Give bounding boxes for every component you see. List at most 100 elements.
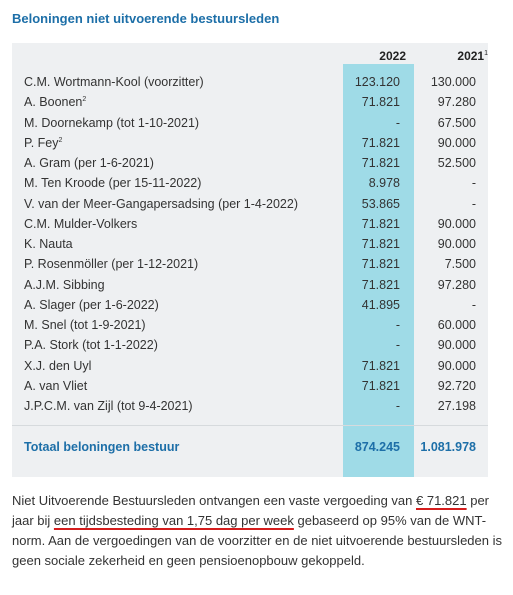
amount-highlight: € 71.821	[416, 493, 467, 508]
value-2021: -	[471, 176, 476, 191]
table-row: A. van Vliet 71.821 92.720	[12, 376, 488, 396]
member-name-text: A. Boonen	[24, 95, 83, 110]
paragraph-text-1: Niet Uitvoerende Bestuursleden ontvangen…	[12, 493, 416, 508]
total-label: Totaal beloningen bestuur	[24, 440, 180, 454]
column-header-2021-label: 2021	[457, 49, 485, 63]
value-2022: 71.821	[361, 95, 400, 110]
member-name-text: A. Gram (per 1-6-2021)	[24, 156, 154, 170]
member-name: P.A. Stork (tot 1-1-2022)	[24, 338, 158, 352]
table-row: P.A. Stork (tot 1-1-2022) - 90.000	[12, 335, 488, 355]
description-paragraph: Niet Uitvoerende Bestuursleden ontvangen…	[12, 491, 502, 571]
member-name-text: M. Doornekamp (tot 1-10-2021)	[24, 115, 200, 130]
footnote-marker: 2	[58, 136, 63, 144]
total-2021: 1.081.978	[420, 440, 476, 454]
total-2022: 874.245	[354, 440, 400, 454]
member-name: A. Gram (per 1-6-2021)	[24, 156, 154, 170]
value-2021: 130.000	[430, 75, 476, 89]
value-2022: -	[395, 115, 400, 130]
member-name-text: P.A. Stork (tot 1-1-2022)	[24, 338, 158, 353]
member-name: M. Snel (tot 1-9-2021)	[24, 318, 146, 332]
member-name-text: X.J. den Uyl	[24, 358, 92, 373]
table-row: X.J. den Uyl 71.821 90.000	[12, 356, 488, 376]
member-name: A. van Vliet	[24, 379, 87, 393]
value-2021: 27.198	[437, 399, 476, 413]
member-name: P. Fey2	[24, 136, 62, 150]
table-row: K. Nauta 71.821 90.000	[12, 234, 488, 254]
table-row: A. Slager (per 1-6-2022) 41.895 -	[12, 295, 488, 315]
value-2021: -	[471, 297, 476, 312]
footnote-marker: 1	[484, 50, 488, 57]
column-header-2022: 2022	[379, 49, 406, 63]
table-row: M. Doornekamp (tot 1-10-2021) - 67.500	[12, 113, 488, 133]
member-name: V. van der Meer-Gangapersadsing (per 1-4…	[24, 197, 298, 211]
value-2021: -	[471, 196, 476, 211]
member-name: C.M. Mulder-Volkers	[24, 217, 137, 231]
table-row: P. Fey2 71.821 90.000	[12, 133, 488, 153]
paragraph-text-3: gebaseerd op 95% van de WNT-norm. Aan de…	[12, 513, 502, 568]
member-name: J.P.C.M. van Zijl (tot 9-4-2021)	[24, 399, 193, 413]
value-2021: 90.000	[437, 135, 476, 150]
member-name-text: M. Snel (tot 1-9-2021)	[24, 318, 146, 332]
member-name-text: P. Rosenmöller (per 1-12-2021)	[24, 257, 199, 272]
value-2021: 90.000	[437, 216, 476, 231]
member-name-text: A. van Vliet	[24, 378, 88, 393]
table-row: C.M. Wortmann-Kool (voorzitter) 123.120 13…	[12, 72, 488, 92]
member-name: P. Rosenmöller (per 1-12-2021)	[24, 257, 198, 271]
member-name-text: M. Ten Kroode (per 15-11-2022)	[24, 176, 202, 191]
footnote-marker: 2	[82, 96, 87, 104]
column-header-2021: 20211	[457, 49, 488, 63]
time-highlight: een tijdsbesteding van 1,75 dag per week	[53, 513, 294, 528]
value-2022: -	[395, 318, 400, 332]
value-2021: 7.500	[444, 257, 476, 272]
member-name-text: P. Fey	[24, 135, 59, 150]
member-name: A.J.M. Sibbing	[24, 278, 105, 292]
member-name-text: C.M. Mulder-Volkers	[24, 216, 138, 231]
value-2021: 97.280	[437, 95, 476, 110]
table-row: P. Rosenmöller (per 1-12-2021) 71.821 7.50…	[12, 254, 488, 274]
total-row: Totaal beloningen bestuur 874.245 1.081.…	[12, 436, 488, 460]
value-2022: 71.821	[361, 135, 400, 150]
value-2021: 92.720	[437, 378, 476, 393]
value-2021: 90.000	[437, 338, 476, 353]
member-name-text: C.M. Wortmann-Kool (voorzitter)	[24, 75, 204, 89]
paragraph-text-2: per jaar bij	[12, 493, 490, 528]
member-name-text: J.P.C.M. van Zijl (tot 9-4-2021)	[24, 399, 193, 413]
value-2021: 60.000	[437, 318, 476, 332]
table-row: C.M. Mulder-Volkers 71.821 90.000	[12, 214, 488, 234]
value-2022: 71.821	[361, 277, 400, 292]
value-2021: 90.000	[437, 237, 476, 251]
page-title: Beloningen niet uitvoerende bestuurslede…	[12, 11, 280, 26]
value-2021: 52.500	[437, 156, 476, 170]
member-name-text: V. van der Meer-Gangapersadsing (per 1-4…	[24, 196, 298, 211]
value-2022: 71.821	[361, 216, 400, 231]
value-2022: -	[395, 338, 400, 353]
member-name: A. Boonen2	[24, 95, 86, 109]
value-2022: 41.895	[361, 297, 400, 312]
member-name: K. Nauta	[24, 237, 73, 251]
value-2022: 123.120	[354, 75, 400, 89]
value-2021: 90.000	[437, 358, 476, 373]
value-2022: -	[395, 399, 400, 413]
value-2022: 71.821	[361, 257, 400, 272]
value-2022: 8.978	[368, 176, 400, 191]
table-row: A. Boonen2 71.821 97.280	[12, 92, 488, 112]
table-row: M. Ten Kroode (per 15-11-2022) 8.978 -	[12, 173, 488, 193]
member-name: M. Doornekamp (tot 1-10-2021)	[24, 116, 199, 130]
member-name: X.J. den Uyl	[24, 359, 91, 373]
value-2022: 71.821	[361, 358, 400, 373]
value-2021: 97.280	[437, 277, 476, 292]
member-name-text: A. Slager (per 1-6-2022)	[24, 297, 159, 312]
member-name: C.M. Wortmann-Kool (voorzitter)	[24, 75, 204, 89]
value-2022: 71.821	[361, 156, 400, 170]
table-row: J.P.C.M. van Zijl (tot 9-4-2021) - 27.198	[12, 396, 488, 416]
table-row: A. Gram (per 1-6-2021) 71.821 52.500	[12, 153, 488, 173]
member-name: M. Ten Kroode (per 15-11-2022)	[24, 176, 201, 190]
divider	[12, 425, 488, 426]
value-2022: 71.821	[361, 237, 400, 251]
table-row: V. van der Meer-Gangapersadsing (per 1-4…	[12, 194, 488, 214]
highlight-column-2022	[343, 64, 414, 477]
member-name-text: A.J.M. Sibbing	[24, 277, 105, 292]
member-name: A. Slager (per 1-6-2022)	[24, 298, 159, 312]
value-2021: 67.500	[437, 115, 476, 130]
value-2022: 53.865	[361, 196, 400, 211]
